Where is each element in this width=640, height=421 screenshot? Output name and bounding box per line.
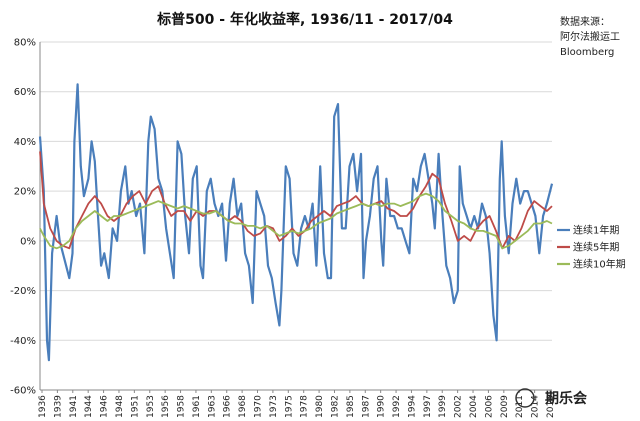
- y-tick-label: -40%: [10, 336, 36, 347]
- y-tick-label: -20%: [10, 286, 36, 297]
- x-axis: 1936 1939 1941 1944 1946 1948 1951 1953 1956 1958…: [38, 390, 556, 418]
- y-tick-label: -60%: [10, 386, 36, 397]
- x-tick-label: 2006: [484, 395, 494, 418]
- x-tick-label: 2016: [546, 395, 556, 418]
- x-tick-label: 1936: [38, 395, 48, 418]
- x-tick-label: 1992: [392, 395, 402, 418]
- y-tick-label: 60%: [14, 87, 36, 98]
- x-tick-label: 1946: [100, 395, 110, 418]
- y-tick-label: 40%: [14, 137, 36, 148]
- y-axis: 80% 60% 40% 20% 0% -20% -40% -60%: [10, 38, 552, 397]
- watermark-text: 期乐会: [545, 390, 588, 407]
- x-tick-label: 2004: [469, 395, 479, 418]
- x-tick-label: 2009: [500, 395, 510, 418]
- x-tick-label: 1999: [438, 395, 448, 418]
- x-tick-label: 1951: [130, 395, 140, 418]
- x-tick-label: 1944: [84, 395, 94, 418]
- x-tick-label: 1958: [177, 395, 187, 418]
- chart-title: 标普500 - 年化收益率, 1936/11 - 2017/04: [156, 11, 453, 28]
- x-tick-label: 1990: [377, 395, 387, 418]
- x-tick-label: 1975: [284, 395, 294, 418]
- x-tick-label: 2011: [515, 395, 525, 418]
- x-tick-label: 1948: [115, 395, 125, 418]
- series-layer: [38, 83, 554, 362]
- x-tick-label: 2002: [454, 395, 464, 418]
- series-line-3: [39, 192, 553, 250]
- x-tick-label: 1963: [207, 395, 217, 418]
- legend-label: 连续1年期: [573, 224, 619, 237]
- x-tick-label: 1941: [69, 395, 79, 418]
- x-tick-label: 1985: [346, 395, 356, 418]
- x-tick-label: 1956: [161, 395, 171, 418]
- legend-label: 连续5年期: [573, 241, 619, 254]
- series-line-1: [38, 83, 554, 362]
- x-tick-label: 1987: [361, 395, 371, 418]
- x-tick-label: 1973: [269, 395, 279, 418]
- source-author: 阿尔法搬运工: [560, 30, 620, 43]
- x-tick-label: 1953: [146, 395, 156, 418]
- x-tick-label: 1968: [238, 395, 248, 418]
- y-tick-label: 0%: [20, 236, 36, 247]
- x-tick-label: 1994: [407, 395, 417, 418]
- source-provider: Bloomberg: [560, 47, 614, 58]
- x-tick-label: 1980: [315, 395, 325, 418]
- grid-layer: [40, 41, 552, 391]
- x-tick-label: 1970: [254, 395, 264, 418]
- legend-label: 连续10年期: [573, 258, 626, 271]
- y-tick-label: 20%: [14, 187, 36, 198]
- watermark: 期乐会: [515, 388, 588, 408]
- x-tick-label: 1961: [192, 395, 202, 418]
- x-tick-label: 1939: [53, 395, 63, 418]
- wechat-icon: [515, 388, 535, 408]
- x-tick-label: 1978: [300, 395, 310, 418]
- x-tick-label: 1997: [423, 395, 433, 418]
- x-tick-label: 1982: [330, 395, 340, 418]
- y-tick-label: 80%: [14, 38, 36, 49]
- source-label: 数据来源：: [560, 15, 610, 28]
- x-tick-label: 1966: [223, 395, 233, 418]
- x-tick-label: 2014: [531, 395, 541, 418]
